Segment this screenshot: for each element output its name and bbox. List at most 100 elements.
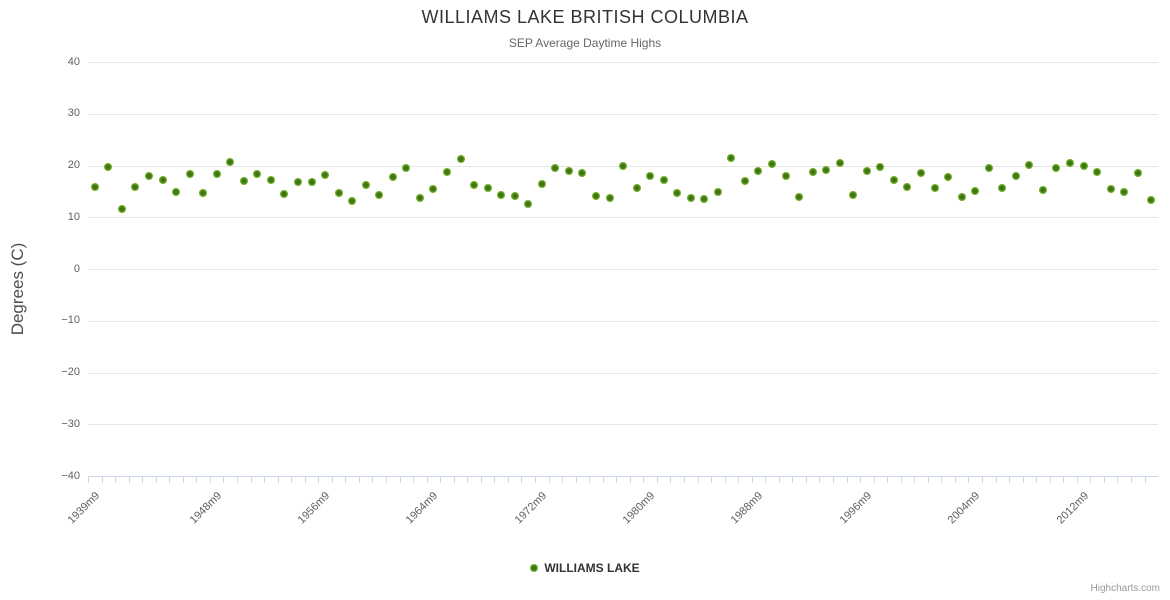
x-axis-label: 1972m9 <box>512 489 549 527</box>
data-point[interactable] <box>1066 159 1074 168</box>
data-point[interactable] <box>795 193 804 202</box>
data-point[interactable] <box>1106 185 1115 194</box>
data-point[interactable] <box>375 190 384 199</box>
x-axis-tick <box>142 477 144 483</box>
y-axis-label: −20 <box>61 366 80 378</box>
data-point[interactable] <box>253 169 262 178</box>
data-point[interactable] <box>185 169 194 178</box>
legend-item-williams-lake[interactable]: WILLIAMS LAKE <box>0 561 1170 575</box>
data-point[interactable] <box>673 189 682 198</box>
data-point[interactable] <box>876 163 885 172</box>
data-point[interactable] <box>700 195 709 204</box>
data-point[interactable] <box>944 173 953 182</box>
x-axis-tick <box>521 477 523 483</box>
data-point[interactable] <box>1093 167 1102 176</box>
data-point[interactable] <box>117 205 126 213</box>
data-point[interactable] <box>212 169 221 178</box>
data-point[interactable] <box>971 186 980 195</box>
data-point[interactable] <box>727 153 736 162</box>
data-point[interactable] <box>239 176 248 185</box>
data-point[interactable] <box>415 193 424 202</box>
y-gridline <box>88 424 1158 426</box>
data-point[interactable] <box>388 173 397 182</box>
data-point[interactable] <box>930 184 939 193</box>
x-axis-tick <box>535 477 536 483</box>
y-axis-label: −40 <box>61 469 80 482</box>
data-point[interactable] <box>402 164 411 173</box>
x-axis-tick <box>562 477 564 483</box>
data-point[interactable] <box>442 167 451 176</box>
data-point[interactable] <box>1079 162 1088 170</box>
data-point[interactable] <box>321 170 329 179</box>
data-point[interactable] <box>199 189 208 198</box>
data-point[interactable] <box>984 164 993 173</box>
data-point[interactable] <box>564 167 573 176</box>
data-point[interactable] <box>619 161 627 170</box>
data-point[interactable] <box>497 191 506 199</box>
data-point[interactable] <box>591 191 600 200</box>
x-axis-tick <box>345 477 347 483</box>
data-point[interactable] <box>659 176 668 184</box>
x-axis-tick <box>304 477 306 483</box>
x-axis-tick <box>1144 477 1146 483</box>
data-point[interactable] <box>361 181 370 190</box>
data-point[interactable] <box>456 154 465 163</box>
data-point[interactable] <box>754 166 763 175</box>
data-point[interactable] <box>578 169 587 178</box>
data-point[interactable] <box>510 192 519 200</box>
data-point[interactable] <box>1133 168 1142 177</box>
x-axis-tick <box>765 477 767 483</box>
data-point[interactable] <box>90 183 99 192</box>
x-axis-tick <box>413 477 415 483</box>
data-point[interactable] <box>686 193 695 202</box>
x-axis-tick <box>182 477 184 483</box>
data-point[interactable] <box>632 183 641 192</box>
x-axis-tick <box>1009 477 1010 483</box>
data-point[interactable] <box>1038 186 1047 195</box>
data-point[interactable] <box>781 171 790 180</box>
data-point[interactable] <box>334 189 343 198</box>
data-point[interactable] <box>280 190 289 198</box>
data-point[interactable] <box>104 163 113 172</box>
data-point[interactable] <box>903 182 912 191</box>
data-point[interactable] <box>537 179 546 188</box>
data-point[interactable] <box>1052 164 1061 173</box>
data-point[interactable] <box>849 190 858 199</box>
data-point[interactable] <box>917 168 925 177</box>
data-point[interactable] <box>1025 161 1034 169</box>
data-point[interactable] <box>1120 187 1129 196</box>
x-axis-tick <box>792 477 794 483</box>
data-point[interactable] <box>131 182 140 191</box>
data-point[interactable] <box>862 166 871 175</box>
data-point[interactable] <box>808 167 817 176</box>
data-point[interactable] <box>889 176 898 184</box>
data-point[interactable] <box>740 177 749 185</box>
x-axis-tick <box>832 477 834 483</box>
data-point[interactable] <box>524 200 533 209</box>
highcharts-credit-link[interactable]: Highcharts.com <box>1090 583 1160 594</box>
data-point[interactable] <box>470 181 478 190</box>
data-point[interactable] <box>835 159 844 168</box>
data-point[interactable] <box>158 176 167 184</box>
data-point[interactable] <box>605 194 614 203</box>
data-point[interactable] <box>266 175 275 184</box>
data-point[interactable] <box>1147 196 1156 205</box>
data-point[interactable] <box>998 183 1007 192</box>
data-point[interactable] <box>713 188 722 197</box>
data-point[interactable] <box>957 193 966 202</box>
data-point[interactable] <box>1011 171 1020 180</box>
data-point[interactable] <box>429 185 438 194</box>
data-point[interactable] <box>646 171 655 180</box>
x-axis-tick <box>155 477 157 483</box>
data-point[interactable] <box>293 178 302 187</box>
data-point[interactable] <box>483 184 492 193</box>
data-point[interactable] <box>226 158 235 167</box>
data-point[interactable] <box>144 172 153 181</box>
data-point[interactable] <box>768 159 776 168</box>
data-point[interactable] <box>172 187 180 196</box>
data-point[interactable] <box>551 163 560 172</box>
x-axis-label: 2004m9 <box>945 489 983 527</box>
data-point[interactable] <box>348 197 357 206</box>
data-point[interactable] <box>307 177 316 186</box>
data-point[interactable] <box>822 166 831 175</box>
